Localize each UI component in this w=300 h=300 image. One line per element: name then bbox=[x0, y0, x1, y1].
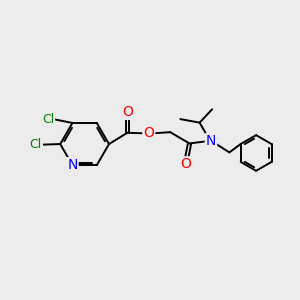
Text: Cl: Cl bbox=[42, 113, 54, 126]
Text: N: N bbox=[206, 134, 216, 148]
Text: O: O bbox=[143, 126, 154, 140]
Text: O: O bbox=[181, 157, 191, 171]
Text: Cl: Cl bbox=[30, 138, 42, 151]
Text: N: N bbox=[67, 158, 78, 172]
Text: O: O bbox=[122, 105, 133, 119]
